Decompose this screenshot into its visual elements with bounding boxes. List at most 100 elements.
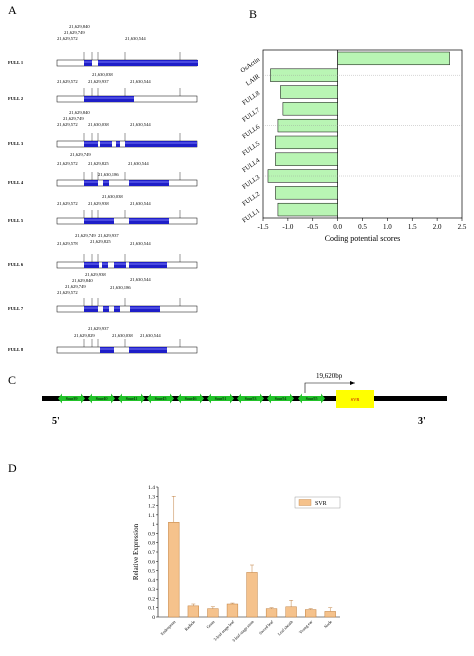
exon-highlight bbox=[102, 263, 108, 265]
category-label: FULL4 bbox=[241, 157, 262, 174]
category-label: Sword leaf bbox=[258, 619, 275, 636]
bar bbox=[305, 609, 317, 618]
y-tick-label: 0.4 bbox=[148, 578, 155, 584]
coding-potential-chart: FULL1FULL2FULL3FULL4FULL5FULL6FULL7FULL8… bbox=[239, 49, 467, 243]
exon-highlight bbox=[84, 97, 134, 99]
genomic-coordinate: 21,629,749 bbox=[75, 233, 96, 239]
x-tick-label: 0.0 bbox=[333, 223, 342, 231]
exon-highlight bbox=[84, 307, 98, 309]
exon-highlight bbox=[84, 219, 114, 221]
panel-label-a: A bbox=[8, 3, 17, 17]
legend-swatch bbox=[298, 499, 312, 506]
svr-gene-box bbox=[336, 390, 374, 408]
genomic-coordinate: 21,629,749 bbox=[64, 30, 85, 36]
legend-label: SVR bbox=[315, 501, 327, 507]
exon-highlight bbox=[100, 348, 114, 350]
isoform-name: FULL 8 bbox=[8, 347, 24, 352]
legend-box bbox=[294, 496, 341, 509]
bar bbox=[280, 85, 338, 99]
genomic-coordinate: 21,630,544 bbox=[130, 201, 151, 207]
isoform-frame bbox=[56, 305, 198, 313]
bar bbox=[282, 102, 338, 116]
genomic-coordinate: 21,630,544 bbox=[130, 79, 151, 85]
y-tick-label: 0.3 bbox=[148, 587, 155, 593]
gene-arrow-icon bbox=[207, 393, 234, 404]
isoform-name: FULL 7 bbox=[8, 306, 24, 311]
gene-label: Saur53 bbox=[245, 396, 257, 401]
isoform-name: FULL 6 bbox=[8, 262, 24, 267]
isoform-row: FULL 4 21,629,749 21,629,572 21,629,825 21,6… bbox=[8, 152, 198, 187]
relative-expression-chart: 0 0.1 0.2 0.3 0.4 0.5 0.6 0.7 0.8 0.9 1 1.1 1.2 1.3 1.… bbox=[132, 485, 341, 643]
genomic-coordinate: 21,630,544 bbox=[130, 241, 151, 247]
genomic-coordinate: 21,630,544 bbox=[140, 333, 161, 339]
bar bbox=[285, 606, 297, 618]
exon-highlight bbox=[114, 307, 120, 309]
exon-highlight bbox=[116, 142, 120, 144]
y-tick-label: 0.6 bbox=[148, 559, 155, 565]
genomic-coordinate: 21,629,937 bbox=[88, 326, 109, 332]
isoform-row: FULL 721,629,93821,629,84021,629,74921,6… bbox=[8, 272, 198, 313]
category-label: Radicle bbox=[183, 619, 196, 632]
y-tick-label: 0 bbox=[152, 615, 155, 621]
isoform-name: FULL 5 bbox=[8, 218, 24, 223]
isoform-frame bbox=[56, 217, 198, 225]
genomic-coordinate: 21,629,840 bbox=[69, 110, 90, 116]
genomic-coordinate: 21,629,572 bbox=[57, 290, 78, 296]
bar bbox=[226, 603, 239, 618]
distance-arrow-icon bbox=[350, 381, 355, 385]
category-label: Young ear bbox=[298, 619, 314, 635]
genomic-coordinate: 21,629,825 bbox=[88, 161, 109, 167]
gene-arrow-icon bbox=[58, 393, 85, 404]
bar bbox=[337, 51, 450, 66]
bar bbox=[187, 605, 199, 618]
isoform-name: FULL 4 bbox=[8, 180, 24, 185]
y-tick-label: 1.2 bbox=[148, 504, 155, 510]
panel-label-b: B bbox=[249, 7, 257, 21]
gene-locus-panel: Saur39 Saur40 Saur41 Saur45 Saur46 Saur51 Saur… bbox=[42, 372, 447, 427]
bar bbox=[168, 522, 180, 618]
gene-label: Saur41 bbox=[126, 396, 138, 401]
gene-label: Saur51 bbox=[215, 396, 227, 401]
bar bbox=[275, 152, 338, 166]
category-label: LAIR bbox=[245, 73, 262, 88]
gene-label: Saur40 bbox=[96, 396, 108, 401]
y-tick-label: 0.9 bbox=[148, 531, 155, 537]
category-label: FULL8 bbox=[241, 90, 261, 107]
category-label: FULL1 bbox=[241, 208, 261, 225]
genomic-coordinate: 21,630,544 bbox=[130, 122, 151, 128]
x-tick-label: -0.5 bbox=[307, 223, 319, 231]
exon-highlight bbox=[84, 181, 98, 183]
panel-label-c: C bbox=[8, 373, 16, 387]
isoform-frame bbox=[56, 179, 198, 187]
gene-label: Saur55 bbox=[306, 396, 318, 401]
isoform-row: FULL 6 21,629,749 21,629,937 21,629,578 21,6… bbox=[8, 233, 198, 269]
gene-label: Saur39 bbox=[66, 396, 78, 401]
y-tick-label: 0.5 bbox=[148, 569, 155, 575]
genomic-coordinate: 21,630,544 bbox=[128, 161, 149, 167]
gene-arrow-icon bbox=[237, 393, 264, 404]
genomic-coordinate: 21,629,937 bbox=[88, 79, 109, 85]
exon-highlight bbox=[84, 263, 99, 265]
category-label: Germ bbox=[205, 619, 216, 630]
genomic-coordinate: 21,629,937 bbox=[98, 233, 119, 239]
bar bbox=[275, 135, 338, 150]
y-tick-label: 1.3 bbox=[148, 494, 155, 500]
x-tick-label: -1.0 bbox=[282, 223, 294, 231]
gene-arrow-icon bbox=[118, 393, 145, 404]
bar bbox=[275, 186, 338, 200]
category-label: FULL2 bbox=[241, 191, 261, 208]
bar bbox=[246, 572, 258, 618]
isoform-row: FULL 2 21,630,038 21,629,572 21,629,937 21,6… bbox=[8, 72, 198, 103]
exon-highlight bbox=[129, 263, 167, 265]
exon-highlight bbox=[129, 219, 169, 221]
category-label: OsActin bbox=[239, 56, 261, 75]
genomic-coordinate: 21,629,578 bbox=[57, 241, 78, 247]
genomic-coordinate: 21,629,749 bbox=[63, 116, 84, 122]
isoform-frame bbox=[56, 261, 198, 269]
exon-highlight bbox=[129, 348, 167, 350]
genomic-coordinate: 21,629,938 bbox=[85, 272, 106, 278]
exon-highlight bbox=[125, 142, 197, 144]
